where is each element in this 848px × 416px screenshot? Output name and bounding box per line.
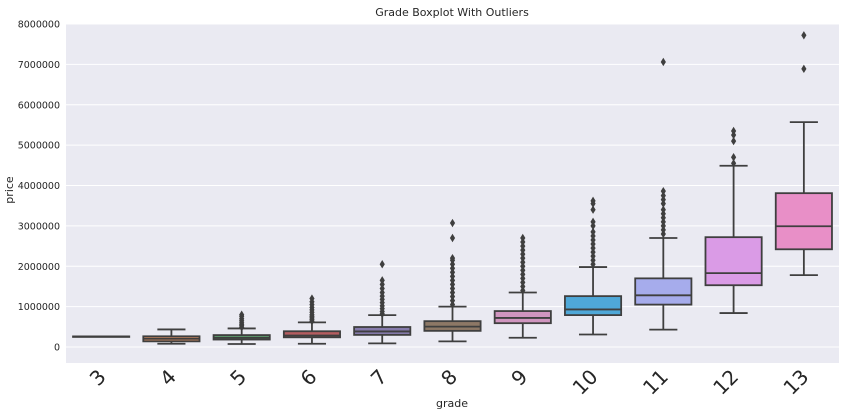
box-grade-10 <box>564 196 623 336</box>
box-iqr <box>564 295 623 317</box>
outlier-point <box>801 64 807 74</box>
y-tick-label: 4000000 <box>18 181 60 192</box>
y-tick-label: 0 <box>54 343 60 354</box>
outlier-point <box>730 136 737 146</box>
box-grade-13 <box>774 31 833 277</box>
box-grade-12 <box>704 126 763 314</box>
box-grade-9 <box>493 233 552 339</box>
box-iqr <box>282 330 341 339</box>
outlier-point <box>590 196 596 206</box>
y-tick-label: 1000000 <box>18 302 60 313</box>
boxes-layer <box>72 31 833 345</box>
outlier-point <box>590 205 596 214</box>
box-grade-5 <box>212 310 271 345</box>
outlier-point <box>379 276 385 285</box>
box-grade-6 <box>282 294 341 345</box>
chart-title: Grade Boxplot With Outliers <box>375 6 529 19</box>
outlier-point <box>730 126 737 136</box>
outlier-point <box>449 233 456 243</box>
y-axis-label: price <box>3 176 16 204</box>
box-grade-3 <box>72 335 131 338</box>
y-axis-ticks: 0 1000000 2000000 3000000 4000000 5000000 6000… <box>18 20 60 354</box>
outlier-point <box>660 205 666 214</box>
box-iqr <box>634 277 693 306</box>
outlier-point <box>660 57 666 67</box>
outlier-point <box>660 186 666 196</box>
box-grade-7 <box>353 260 412 345</box>
outlier-point <box>590 227 596 237</box>
box-iqr <box>704 236 763 287</box>
outlier-point <box>730 153 737 162</box>
outlier-point <box>379 260 385 269</box>
outlier-point <box>449 253 456 263</box>
outlier-point <box>239 310 245 319</box>
outlier-point <box>590 217 596 227</box>
box-grade-4 <box>142 328 201 345</box>
y-tick-label: 8000000 <box>18 20 60 31</box>
box-grade-8 <box>423 218 482 343</box>
y-tick-label: 2000000 <box>18 262 60 273</box>
box-iqr <box>774 192 833 251</box>
outlier-point <box>449 218 456 228</box>
box-grade-11 <box>634 57 693 331</box>
y-tick-label: 6000000 <box>18 100 60 111</box>
outlier-point <box>730 159 737 168</box>
outlier-point <box>520 233 526 243</box>
outlier-point <box>660 191 666 200</box>
outlier-point <box>309 294 315 303</box>
x-axis-label: grade <box>436 397 468 410</box>
y-tick-label: 7000000 <box>18 60 60 71</box>
outlier-point <box>801 31 807 40</box>
y-tick-label: 3000000 <box>18 221 60 232</box>
y-tick-label: 5000000 <box>18 141 60 152</box>
